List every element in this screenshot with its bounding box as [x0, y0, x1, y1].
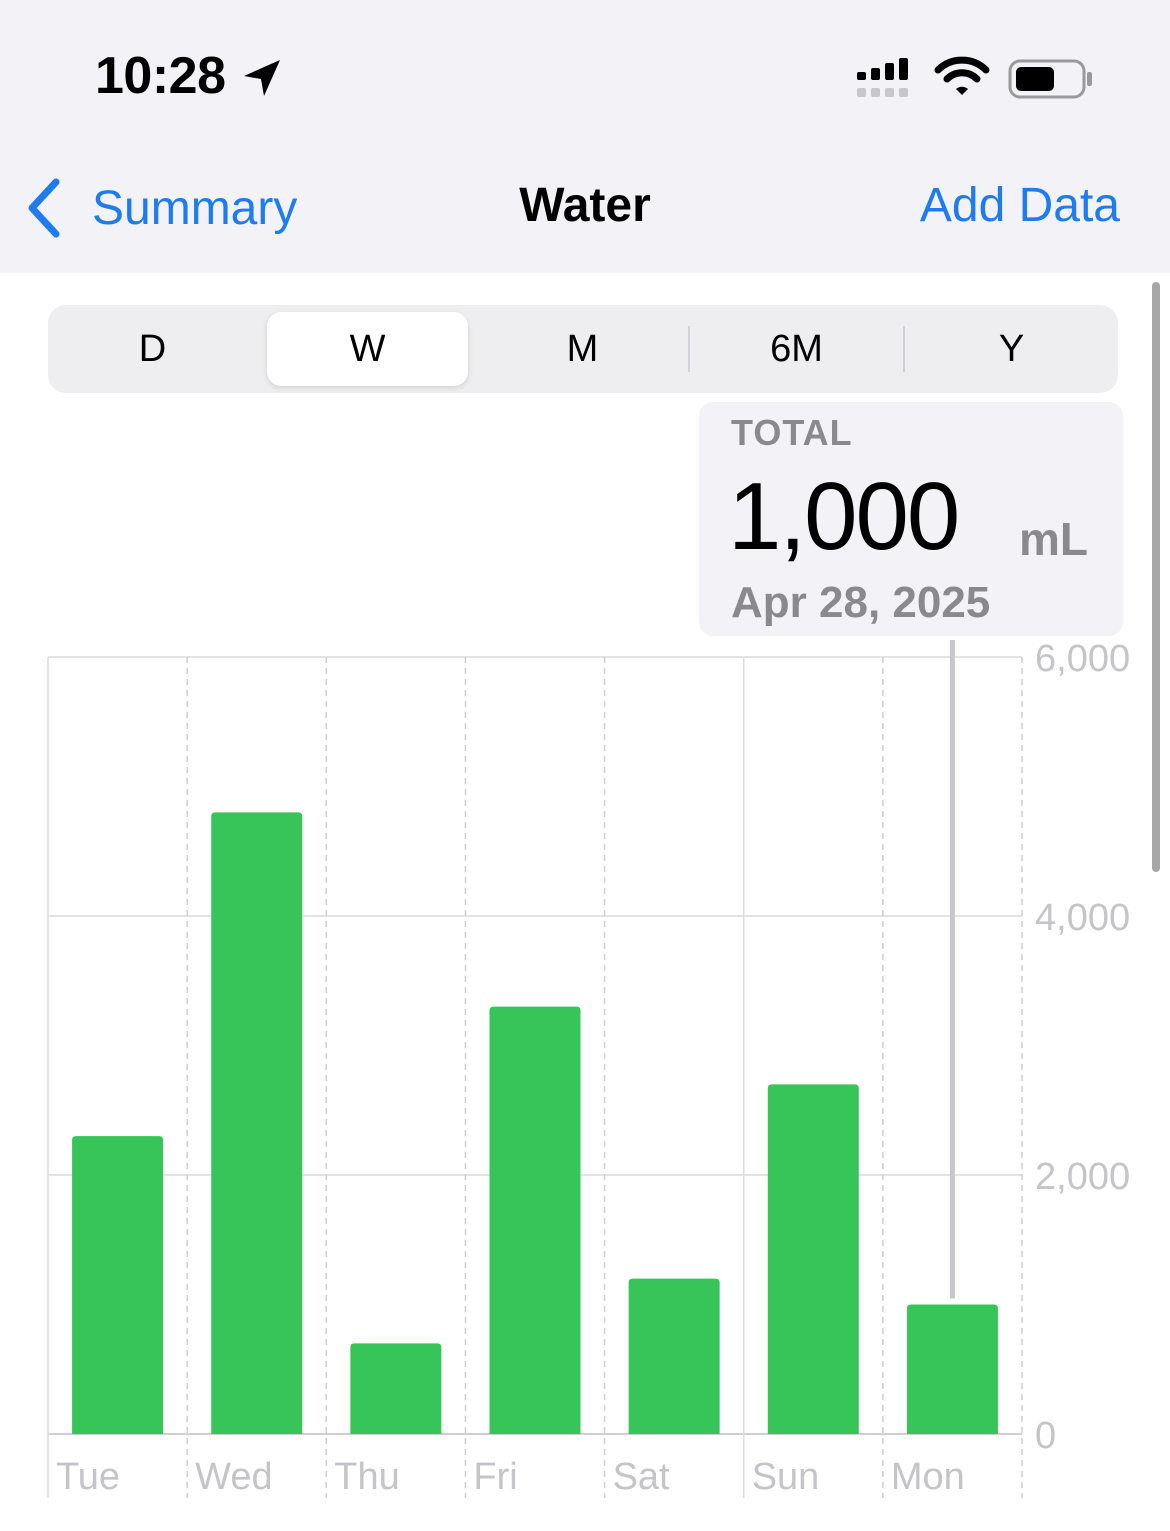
x-tick-label: Fri: [473, 1456, 517, 1498]
x-tick-label: Sat: [613, 1456, 670, 1498]
cellular-signal-icon: [857, 58, 908, 97]
y-tick-label: 2,000: [1035, 1156, 1130, 1198]
x-tick-label: Sun: [752, 1456, 820, 1498]
back-button[interactable]: Summary: [22, 172, 297, 244]
segment-month[interactable]: M: [566, 327, 599, 370]
bar-fri: [489, 1006, 581, 1434]
scrollbar[interactable]: [1152, 282, 1160, 872]
bar-thu: [350, 1343, 442, 1434]
bar-mon: [906, 1304, 998, 1434]
x-tick-label: Mon: [891, 1456, 965, 1498]
bar-sat: [628, 1278, 720, 1434]
callout-unit: mL: [1019, 513, 1088, 565]
time-range-segmented-control: [48, 305, 1118, 393]
segment-six-months[interactable]: 6M: [770, 327, 823, 370]
callout-value: 1,000: [728, 463, 960, 570]
segment-year[interactable]: Y: [998, 327, 1025, 370]
location-arrow-icon: [244, 60, 280, 96]
segment-day[interactable]: D: [138, 327, 167, 370]
wifi-icon: [934, 56, 990, 95]
add-data-button[interactable]: Add Data: [919, 179, 1120, 232]
page-title: Water: [519, 179, 651, 232]
x-tick-label: Tue: [56, 1456, 120, 1498]
y-tick-label: 0: [1035, 1415, 1056, 1457]
selection-callout: [699, 402, 1123, 636]
segment-week[interactable]: W: [349, 327, 386, 370]
y-tick-label: 4,000: [1035, 897, 1130, 939]
battery-icon: [1008, 59, 1092, 99]
bar-sun: [767, 1084, 859, 1434]
x-tick-label: Thu: [334, 1456, 399, 1498]
bar-wed: [211, 812, 303, 1434]
x-tick-label: Wed: [195, 1456, 272, 1498]
segment-selected-indicator: [267, 312, 468, 386]
y-tick-label: 6,000: [1035, 640, 1130, 680]
segment-divider: [903, 326, 905, 372]
callout-date: Apr 28, 2025: [731, 578, 991, 627]
segment-divider: [688, 326, 690, 372]
water-bar-chart[interactable]: 0 2,000 4,000 6,000 Tue Wed Thu Fri Sat Sun Mon: [0, 640, 1170, 1531]
chevron-left-icon: [28, 178, 60, 238]
bar-tue: [72, 1136, 164, 1434]
back-label: Summary: [92, 181, 298, 235]
status-time: 10:28: [95, 47, 226, 105]
top-bar: [0, 0, 1170, 273]
callout-label: TOTAL: [731, 412, 853, 453]
